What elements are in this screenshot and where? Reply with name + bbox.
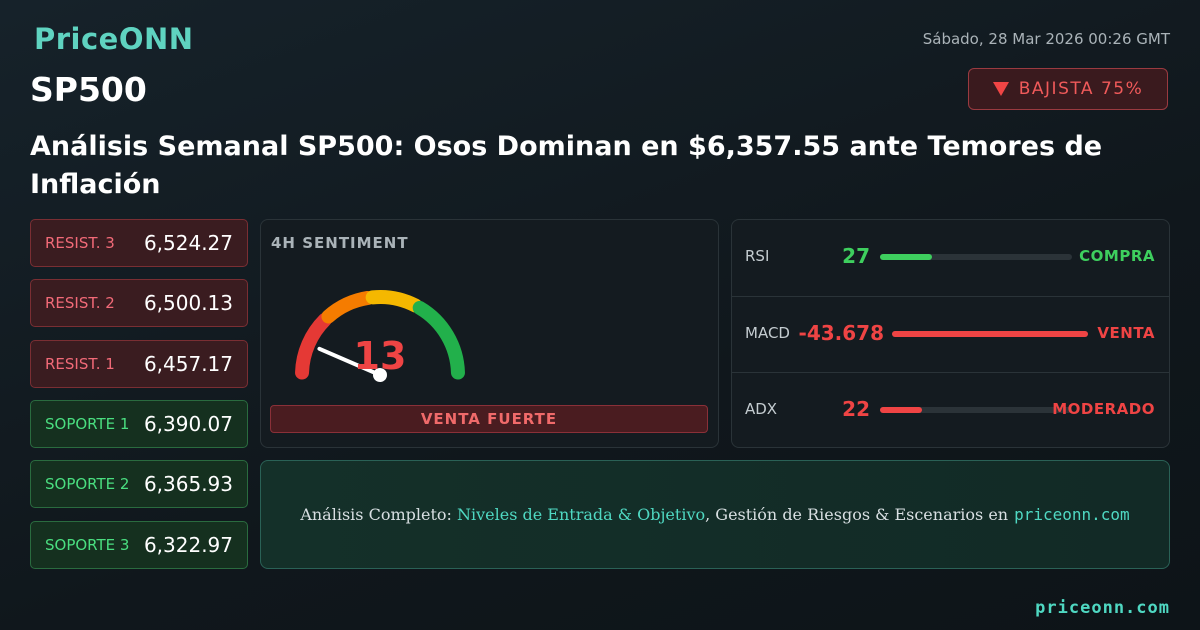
indicator-signal: COMPRA	[1079, 247, 1155, 265]
indicator-value: -43.678	[798, 321, 884, 345]
level-value: 6,365.93	[143, 472, 233, 496]
level: SOPORTE 3 6,322.97	[30, 521, 248, 569]
level: RESIST. 1 6,457.17	[30, 340, 248, 388]
footer: priceonn.com	[1035, 598, 1170, 618]
gauge-needle	[317, 346, 382, 377]
level-value: 6,457.17	[143, 352, 233, 376]
gauge: 13	[295, 290, 465, 382]
down-arrow	[992, 82, 1009, 96]
cta-text: Análisis Completo:	[300, 505, 452, 524]
indicator-bar	[880, 254, 932, 260]
brand: PriceONN	[34, 22, 194, 56]
separator	[732, 296, 1169, 297]
symbol: SP500	[30, 70, 147, 109]
indicator-bar	[880, 407, 923, 413]
badge-text: BAJISTA 75%	[1018, 79, 1144, 99]
level-value: 6,322.97	[143, 533, 233, 557]
cta-site: priceonn.com	[1014, 505, 1130, 524]
indicator-name: RSI	[745, 247, 770, 265]
level: RESIST. 2 6,500.13	[30, 279, 248, 327]
indicator-track	[880, 254, 1072, 260]
level-value: 6,500.13	[143, 291, 233, 315]
level-label: RESIST. 3	[45, 234, 115, 252]
level-label: SOPORTE 1	[45, 415, 130, 433]
date: Sábado, 28 Mar 2026 00:26 GMT	[922, 30, 1170, 48]
level-label: SOPORTE 3	[45, 536, 130, 554]
indicator-track	[880, 407, 1072, 413]
indicator-signal: VENTA	[1097, 324, 1155, 342]
cta-text: , Gestión de Riesgos & Escenarios en	[705, 505, 1009, 524]
gauge-segment	[295, 312, 332, 380]
indicator-signal: MODERADO	[1052, 400, 1155, 418]
verdict: VENTA FUERTE	[270, 405, 708, 433]
indicator-name: ADX	[745, 400, 778, 418]
indicator-value: 27	[842, 244, 870, 268]
gauge-value: 13	[354, 334, 407, 378]
trend-badge: BAJISTA 75%	[968, 68, 1168, 110]
sentiment-label: 4H SENTIMENT	[271, 234, 409, 252]
indicator-value: 22	[842, 397, 870, 421]
indicator-name: MACD	[745, 324, 790, 342]
level-label: SOPORTE 2	[45, 475, 130, 493]
indicator-bar	[892, 331, 1088, 337]
cta-link: Niveles de Entrada & Objetivo	[457, 505, 706, 524]
level-label: RESIST. 2	[45, 294, 115, 312]
gauge-segment	[321, 290, 375, 324]
level-value: 6,524.27	[143, 231, 233, 255]
level-label: RESIST. 1	[45, 355, 115, 373]
gauge-segment	[365, 290, 423, 313]
level: SOPORTE 1 6,390.07	[30, 400, 248, 448]
level: SOPORTE 2 6,365.93	[30, 460, 248, 508]
gauge-segment	[412, 300, 465, 380]
headline: Análisis Semanal SP500: Osos Dominan en …	[30, 131, 1103, 200]
cta: Análisis Completo: Niveles de Entrada & …	[260, 460, 1170, 569]
separator	[732, 372, 1169, 373]
level: RESIST. 3 6,524.27	[30, 219, 248, 267]
needle-hub	[373, 368, 387, 382]
level-value: 6,390.07	[143, 412, 233, 436]
indicator-track	[892, 331, 1088, 337]
